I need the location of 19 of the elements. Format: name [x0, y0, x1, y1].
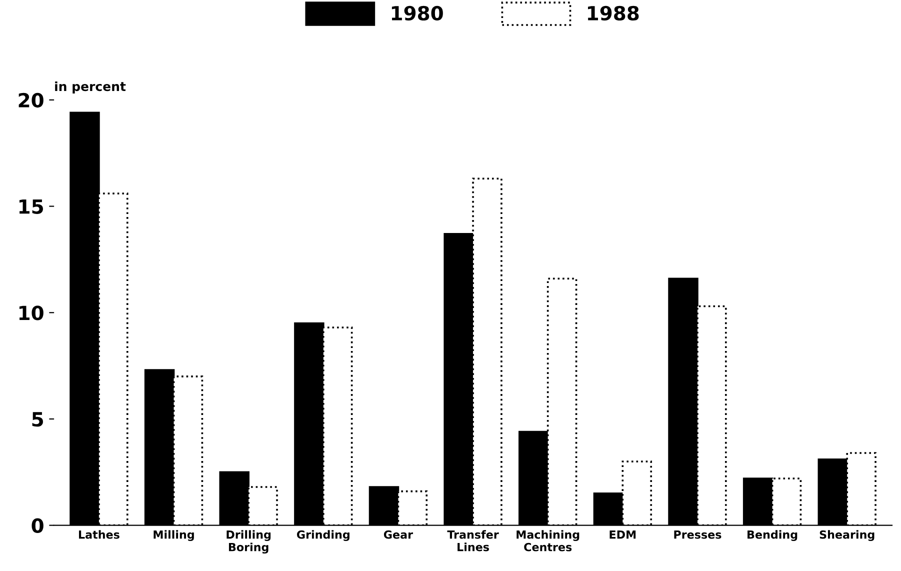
y-axis-title: in percent: [55, 81, 126, 94]
legend-label: 1980: [392, 6, 443, 21]
x-tick-label: Machining Centres: [516, 530, 580, 552]
x-tick-label: Grinding: [296, 530, 350, 542]
x-tick-label: Shearing: [820, 530, 874, 542]
y-tick-label: 15: [19, 199, 43, 214]
x-tick-label: Bending: [748, 530, 798, 542]
x-tick-label: Transfer Lines: [447, 530, 499, 552]
y-tick-label: 10: [19, 306, 44, 320]
x-tick-label: Drilling Boring: [226, 530, 271, 554]
x-tick-label: Gear: [384, 530, 413, 539]
x-tick-label: Lathes: [78, 530, 120, 539]
legend-label: 1988: [588, 6, 639, 21]
x-tick-label: Presses: [674, 530, 722, 539]
y-tick-label: 5: [32, 412, 43, 427]
x-tick-label: Milling: [154, 530, 194, 542]
x-tick-label: EDM: [610, 530, 636, 539]
y-tick-label: 20: [18, 92, 44, 108]
y-tick-label: 0: [32, 518, 44, 533]
